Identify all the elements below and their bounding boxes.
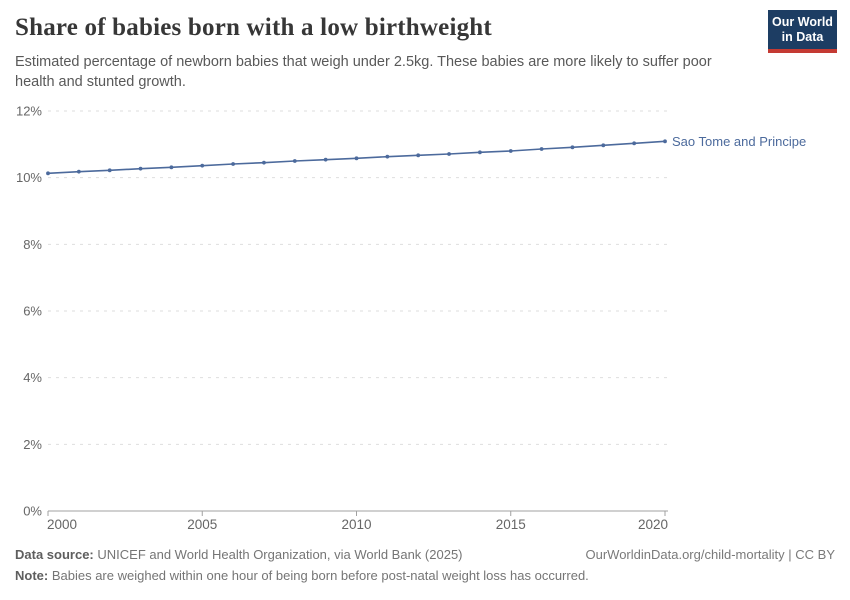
data-point[interactable]	[138, 166, 143, 171]
data-point[interactable]	[539, 147, 544, 151]
attribution-link[interactable]: OurWorldinData.org/child-mortality | CC …	[585, 547, 836, 562]
x-tick-label: 2015	[496, 517, 526, 532]
series-label[interactable]: Sao Tome and Principe	[672, 134, 806, 149]
chart-footer: Data source: UNICEF and World Health Org…	[15, 546, 835, 584]
y-tick-label: 10%	[16, 170, 42, 185]
data-point[interactable]	[570, 145, 575, 150]
y-tick-label: 6%	[23, 304, 42, 319]
note: Note: Babies are weighed within one hour…	[15, 567, 835, 584]
data-point[interactable]	[76, 169, 81, 174]
owid-logo-line1: Our World	[772, 15, 833, 29]
data-point[interactable]	[447, 152, 451, 156]
owid-logo[interactable]: Our World in Data	[768, 10, 837, 53]
data-point[interactable]	[46, 171, 50, 176]
y-tick-label: 12%	[16, 104, 42, 119]
data-point[interactable]	[107, 168, 112, 173]
y-tick-label: 2%	[23, 437, 42, 452]
note-label: Note:	[15, 568, 49, 583]
chart-subtitle: Estimated percentage of newborn babies t…	[15, 54, 712, 90]
y-tick-label: 0%	[23, 504, 42, 519]
x-tick-label: 2020	[638, 517, 668, 532]
data-point[interactable]	[169, 165, 174, 170]
data-point[interactable]	[200, 163, 205, 168]
x-tick-label: 2000	[47, 517, 77, 532]
data-point[interactable]	[601, 143, 606, 148]
owid-logo-line2: in Data	[781, 30, 824, 44]
y-tick-label: 4%	[23, 370, 42, 385]
page-title: Share of babies born with a low birthwei…	[15, 14, 492, 41]
data-source-text: UNICEF and World Health Organization, vi…	[97, 547, 463, 562]
y-tick-label: 8%	[23, 237, 42, 252]
x-tick-label: 2005	[187, 517, 217, 532]
data-source: Data source: UNICEF and World Health Org…	[15, 546, 463, 563]
data-point[interactable]	[663, 139, 667, 144]
data-point[interactable]	[292, 159, 297, 163]
data-point[interactable]	[632, 141, 637, 146]
x-tick-label: 2010	[341, 517, 371, 532]
data-point[interactable]	[478, 150, 482, 155]
data-point[interactable]	[508, 149, 513, 153]
data-point[interactable]	[385, 154, 390, 159]
data-source-label: Data source:	[15, 547, 94, 562]
data-point[interactable]	[262, 160, 266, 165]
data-point[interactable]	[354, 156, 359, 161]
data-point[interactable]	[323, 157, 328, 162]
data-point[interactable]	[416, 153, 421, 158]
note-text: Babies are weighed within one hour of be…	[51, 568, 589, 583]
data-point[interactable]	[231, 162, 236, 166]
